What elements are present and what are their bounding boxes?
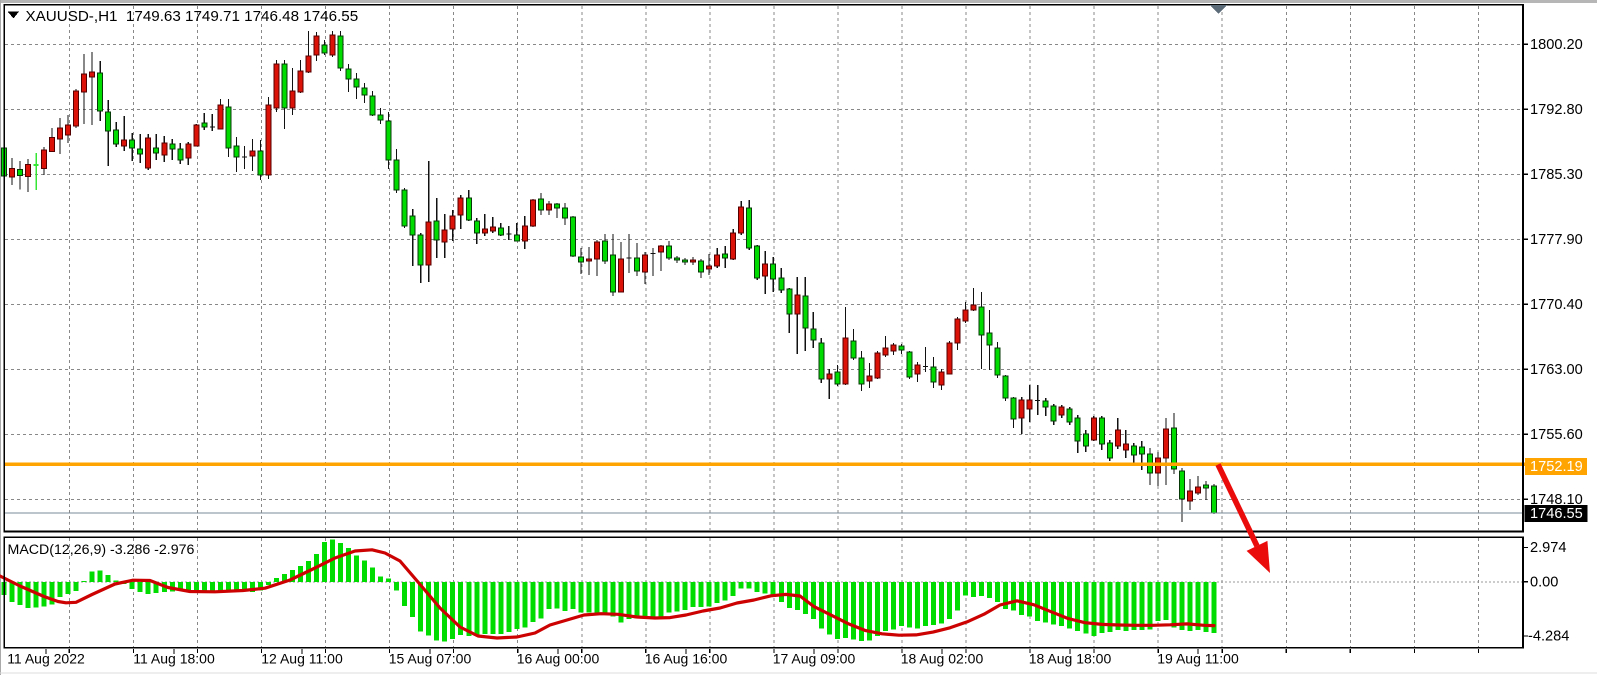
svg-text:1752.19: 1752.19 [1530, 459, 1583, 475]
svg-text:1763.00: 1763.00 [1530, 362, 1583, 378]
svg-text:-4.284: -4.284 [1528, 629, 1569, 645]
svg-text:12 Aug 11:00: 12 Aug 11:00 [261, 651, 343, 667]
svg-text:2.974: 2.974 [1530, 540, 1567, 556]
svg-text:1755.60: 1755.60 [1530, 427, 1583, 443]
svg-text:MACD(12,26,9) -3.286 -2.976: MACD(12,26,9) -3.286 -2.976 [8, 542, 195, 558]
svg-text:15 Aug 07:00: 15 Aug 07:00 [389, 651, 472, 667]
svg-text:18 Aug 02:00: 18 Aug 02:00 [901, 651, 984, 667]
svg-text:11 Aug 2022: 11 Aug 2022 [7, 651, 85, 667]
svg-text:16 Aug 00:00: 16 Aug 00:00 [517, 651, 600, 667]
svg-text:1792.80: 1792.80 [1530, 102, 1583, 118]
svg-text:1748.10: 1748.10 [1530, 492, 1583, 508]
svg-text:18 Aug 18:00: 18 Aug 18:00 [1029, 651, 1112, 667]
svg-text:1746.55: 1746.55 [1530, 506, 1583, 522]
svg-text:17 Aug 09:00: 17 Aug 09:00 [773, 651, 856, 667]
svg-text:1770.40: 1770.40 [1530, 297, 1583, 313]
svg-text:1777.90: 1777.90 [1530, 232, 1583, 248]
svg-text:16 Aug 16:00: 16 Aug 16:00 [645, 651, 728, 667]
svg-text:1800.20: 1800.20 [1530, 37, 1583, 53]
svg-text:1785.30: 1785.30 [1530, 167, 1583, 183]
svg-text:0.00: 0.00 [1530, 575, 1558, 591]
svg-text:11 Aug 18:00: 11 Aug 18:00 [133, 651, 215, 667]
svg-text:19 Aug 11:00: 19 Aug 11:00 [1157, 651, 1239, 667]
svg-text:XAUUSD-,H1 1749.63 1749.71 17: XAUUSD-,H1 1749.63 1749.71 1746.48 1746.… [26, 8, 359, 25]
